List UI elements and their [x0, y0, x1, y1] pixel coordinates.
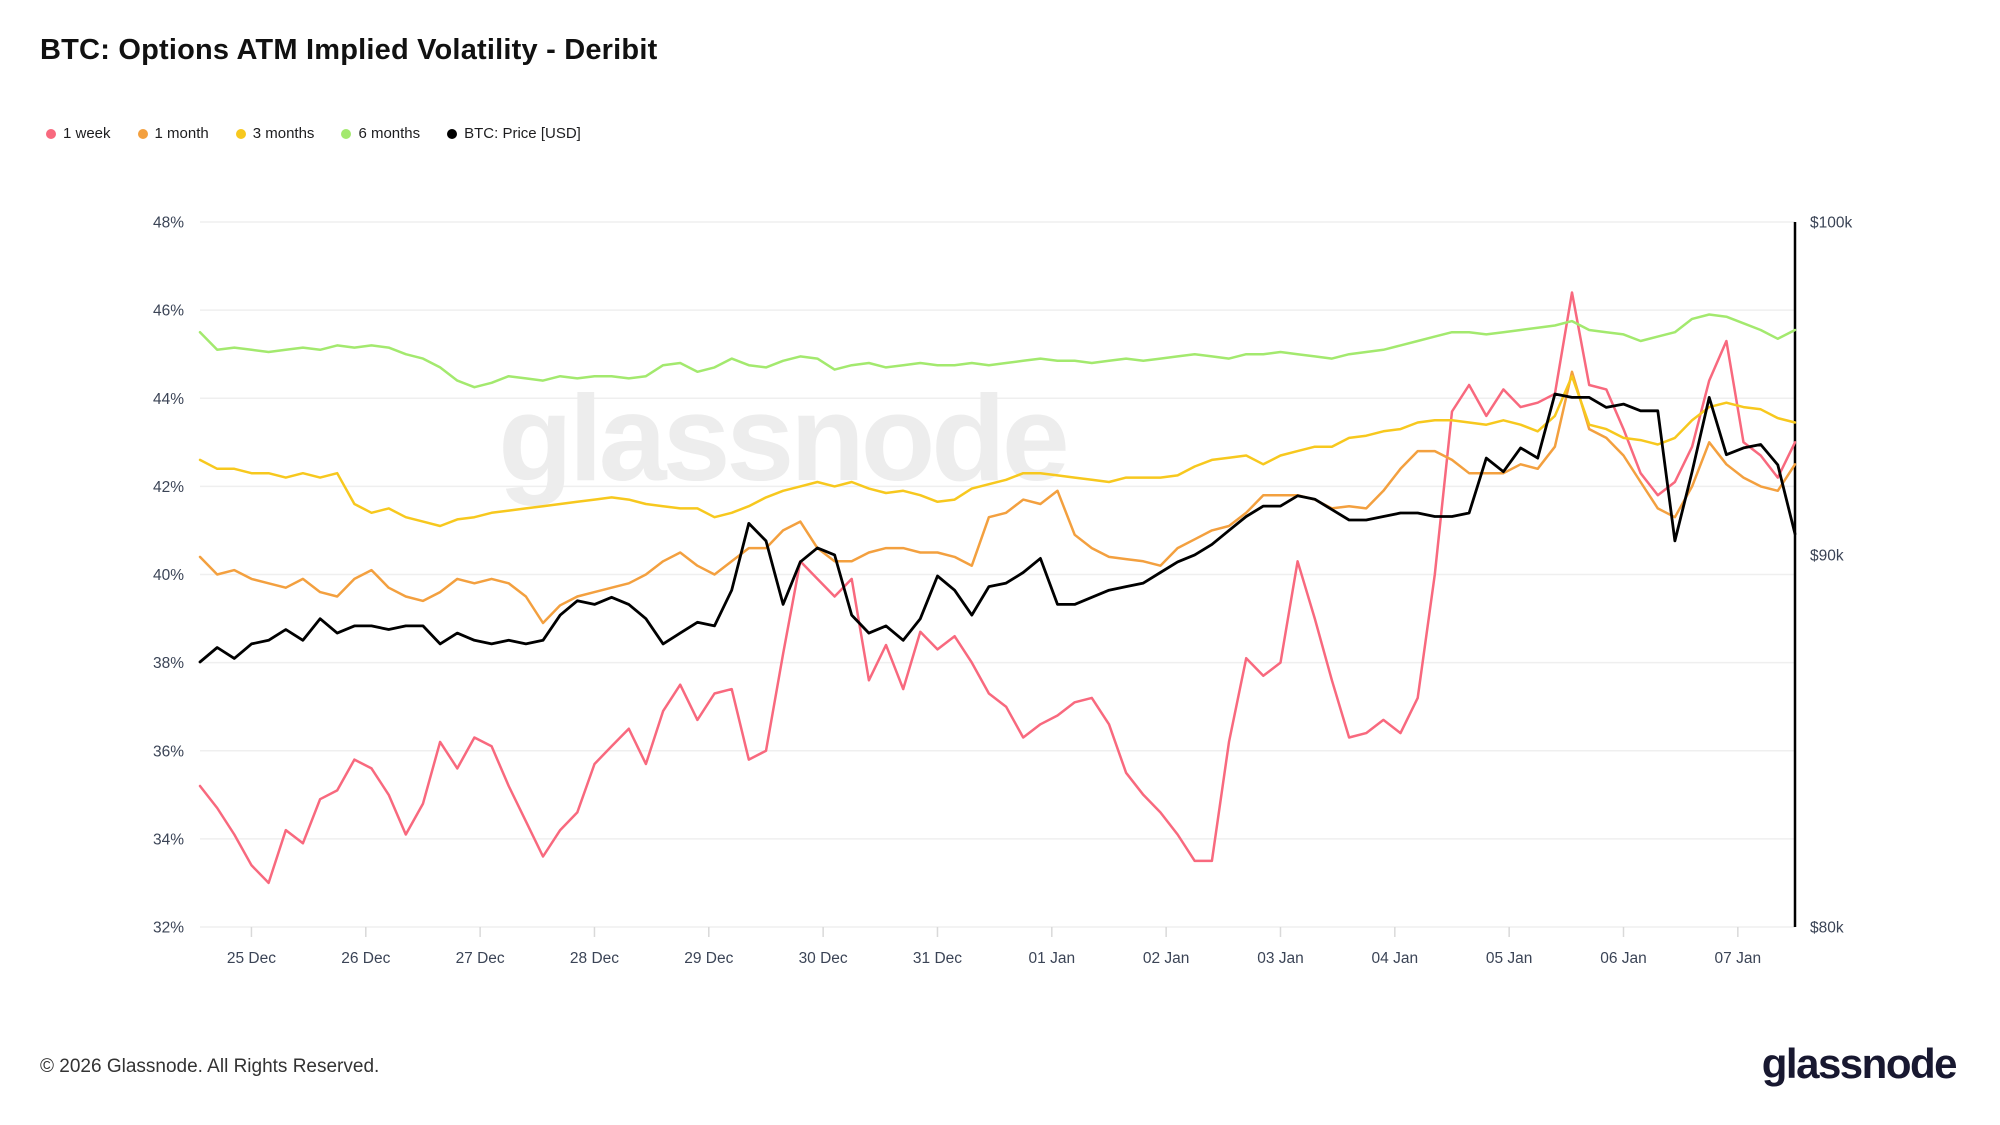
x-axis-tick-label: 07 Jan — [1715, 950, 1762, 967]
x-axis-tick-label: 29 Dec — [684, 950, 733, 967]
legend-item-3-months[interactable]: 3 months — [235, 125, 315, 142]
x-axis-tick-label: 02 Jan — [1143, 950, 1190, 967]
legend-label: 1 month — [154, 125, 209, 142]
right-axis-tick-label: $80k — [1810, 920, 1844, 937]
right-axis-tick-label: $90k — [1810, 547, 1844, 564]
legend-label: BTC: Price [USD] — [464, 125, 581, 142]
legend-dot — [341, 128, 352, 139]
left-axis-tick-label: 46% — [153, 303, 184, 320]
x-axis-tick-label: 26 Dec — [341, 950, 390, 967]
left-axis-tick-label: 36% — [153, 743, 184, 760]
x-axis-tick-label: 28 Dec — [570, 950, 619, 967]
copyright-text: © 2026 Glassnode. All Rights Reserved. — [40, 1056, 380, 1077]
page-title: BTC: Options ATM Implied Volatility - De… — [40, 34, 658, 66]
left-axis-tick-label: 44% — [153, 391, 184, 408]
x-axis-tick-label: 30 Dec — [799, 950, 848, 967]
legend-dot — [46, 128, 56, 139]
series-line-btc-price-usd- — [198, 392, 1797, 664]
series-line-1-week — [198, 291, 1797, 885]
right-axis-tick-label: $100k — [1810, 215, 1852, 232]
x-axis-tick-label: 03 Jan — [1257, 950, 1304, 967]
x-axis-tick-label: 25 Dec — [227, 950, 276, 967]
legend-dot — [235, 128, 246, 139]
legend-item-btc-price-usd-[interactable]: BTC: Price [USD] — [447, 125, 581, 142]
glassnode-watermark: glassnode — [498, 370, 1066, 506]
left-axis-tick-label: 48% — [153, 215, 184, 232]
volatility-price-chart[interactable]: 32% 34% 36% 38% 40% 42% 44% 46% 48% glassnode 25 D… — [0, 0, 2000, 1020]
left-axis-tick-label: 34% — [153, 831, 184, 848]
chart-legend: 1 week 1 month 3 months 6 months BTC: Price … — [46, 125, 581, 142]
left-axis-tick-label: 38% — [153, 655, 184, 672]
series-line-3-months — [198, 374, 1797, 528]
series-line-6-months — [198, 313, 1797, 389]
legend-label: 3 months — [252, 125, 315, 142]
legend-item-1-month[interactable]: 1 month — [137, 125, 209, 142]
glassnode-logo: glassnode — [1761, 1040, 1958, 1087]
x-axis-tick-label: 06 Jan — [1600, 950, 1647, 967]
legend-item-6-months[interactable]: 6 months — [341, 125, 420, 142]
left-axis-tick-label: 40% — [153, 567, 184, 584]
legend-label: 6 months — [358, 125, 421, 142]
x-axis-tick-label: 05 Jan — [1486, 950, 1533, 967]
x-axis-tick-label: 31 Dec — [913, 950, 962, 967]
series-line-1-month — [198, 370, 1797, 625]
legend-dot — [137, 128, 148, 139]
left-axis-tick-label: 32% — [153, 920, 184, 937]
x-axis-tick-label: 01 Jan — [1029, 950, 1076, 967]
left-axis-tick-label: 42% — [153, 479, 184, 496]
legend-item-1-week[interactable]: 1 week — [46, 125, 111, 142]
legend-dot — [447, 128, 458, 139]
x-axis-tick-label: 04 Jan — [1372, 950, 1419, 967]
x-axis-tick-label: 27 Dec — [456, 950, 505, 967]
chart-area[interactable]: 32% 34% 36% 38% 40% 42% 44% 46% 48% glassnode 25 D… — [0, 0, 2000, 1025]
legend-label: 1 week — [63, 125, 111, 142]
